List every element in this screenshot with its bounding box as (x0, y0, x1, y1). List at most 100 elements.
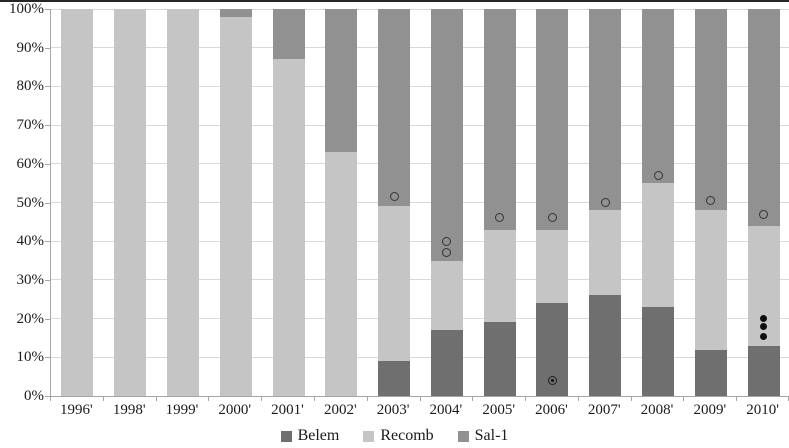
x-axis-tick (50, 397, 51, 401)
x-axis-label: 2005' (482, 402, 516, 418)
x-axis-tick (102, 397, 104, 401)
x-axis-tick (366, 397, 368, 401)
bar-2004' (430, 9, 463, 396)
gridline-90% (51, 47, 789, 49)
open-circle-marker (389, 192, 399, 202)
legend-swatch-sal-1 (457, 430, 469, 442)
legend: Belem Recomb Sal-1 (0, 424, 789, 448)
filled-circle-marker (760, 322, 768, 330)
bar-segment-sal-1 (378, 9, 411, 207)
bar-segment-sal-1 (536, 9, 569, 230)
gridline-60% (51, 163, 789, 165)
bar-2009' (694, 9, 727, 396)
open-circle-marker (706, 196, 716, 206)
open-circle-marker (547, 213, 557, 223)
x-axis-tick (472, 397, 474, 401)
y-axis-tick (45, 202, 50, 204)
open-circle-marker (442, 248, 452, 258)
gridline-30% (51, 279, 789, 281)
y-axis-tick (45, 86, 50, 88)
circled-dot-marker (547, 376, 557, 386)
x-axis-tick (736, 397, 738, 401)
legend-label: Sal-1 (474, 427, 509, 444)
y-axis-tick (45, 318, 50, 320)
bar-segment-belem (694, 349, 727, 396)
bar-segment-recomb (694, 210, 727, 350)
x-axis-tick (208, 397, 210, 401)
bar-segment-belem (642, 307, 675, 396)
y-axis-label: 60% (16, 155, 45, 172)
open-circle-marker (442, 236, 452, 246)
bar-segment-sal-1 (219, 9, 252, 17)
bar-segment-sal-1 (589, 9, 622, 211)
y-axis-tick (45, 279, 50, 281)
bar-1996' (61, 9, 94, 396)
gridline-20% (51, 318, 789, 320)
y-axis-label: 0% (24, 388, 44, 404)
bar-2001' (272, 9, 305, 396)
gridline-10% (51, 356, 789, 358)
x-axis-tick (630, 397, 632, 401)
figure-top-rule (0, 0, 789, 2)
gridline-50% (51, 202, 789, 203)
bar-segment-belem (483, 322, 516, 396)
y-axis-label: 30% (16, 271, 45, 288)
bar-segment-recomb (483, 229, 516, 323)
x-axis-label: 2008' (640, 402, 674, 418)
bar-2007' (589, 9, 622, 396)
y-axis-label: 10% (16, 349, 45, 366)
legend-item-recomb: Recomb (363, 427, 434, 445)
y-axis-tick (45, 125, 50, 127)
y-axis-tick (45, 241, 50, 243)
filled-circle-marker (760, 315, 768, 323)
open-circle-marker (653, 170, 663, 180)
bar-2000' (219, 9, 252, 396)
bar-segment-recomb (378, 206, 411, 362)
x-axis-label: 2001' (271, 402, 304, 418)
bar-segment-recomb (219, 16, 252, 396)
y-axis-label: 40% (16, 233, 45, 250)
y-axis-label: 50% (16, 194, 45, 211)
y-axis-tick (45, 9, 50, 10)
y-axis-label: 80% (16, 78, 45, 95)
y-axis-tick (45, 396, 50, 397)
x-axis-label: 2007' (587, 402, 621, 418)
bar-2003' (378, 9, 411, 396)
legend-item-sal-1: Sal-1 (457, 427, 509, 445)
x-axis-label: 2002' (323, 402, 357, 418)
bar-segment-sal-1 (430, 9, 463, 261)
bar-segment-belem (378, 361, 411, 396)
bar-segment-recomb (61, 9, 94, 396)
y-axis-label: 70% (16, 117, 45, 134)
gridline-70% (51, 124, 789, 126)
bar-segment-sal-1 (642, 9, 675, 184)
bar-2010' (747, 9, 780, 396)
bar-segment-recomb (589, 210, 622, 296)
x-axis-tick (577, 397, 579, 401)
bar-1999' (166, 9, 199, 396)
bar-2006' (536, 9, 569, 396)
legend-label: Belem (297, 427, 340, 444)
x-axis-label: 2006' (535, 402, 568, 418)
x-axis-tick (261, 397, 263, 401)
bar-2002' (325, 9, 358, 396)
x-axis-label: 2003' (376, 402, 410, 418)
gridline-80% (51, 85, 789, 87)
bar-segment-belem (589, 295, 622, 396)
bar-2005' (483, 9, 516, 396)
bar-segment-belem (747, 345, 780, 396)
x-axis-tick (155, 397, 157, 401)
legend-label: Recomb (380, 427, 434, 444)
x-axis-label: 2009' (693, 402, 727, 418)
bar-segment-recomb (430, 260, 463, 331)
filled-circle-marker (760, 332, 768, 340)
bar-segment-recomb (642, 183, 675, 307)
x-axis-label: 2010' (746, 402, 779, 418)
bar-segment-recomb (325, 152, 358, 396)
bar-segment-recomb (272, 59, 305, 396)
x-axis-label: 1999' (165, 402, 199, 418)
plot-area (50, 8, 789, 397)
gridline-40% (51, 240, 789, 242)
bar-1998' (114, 9, 147, 396)
